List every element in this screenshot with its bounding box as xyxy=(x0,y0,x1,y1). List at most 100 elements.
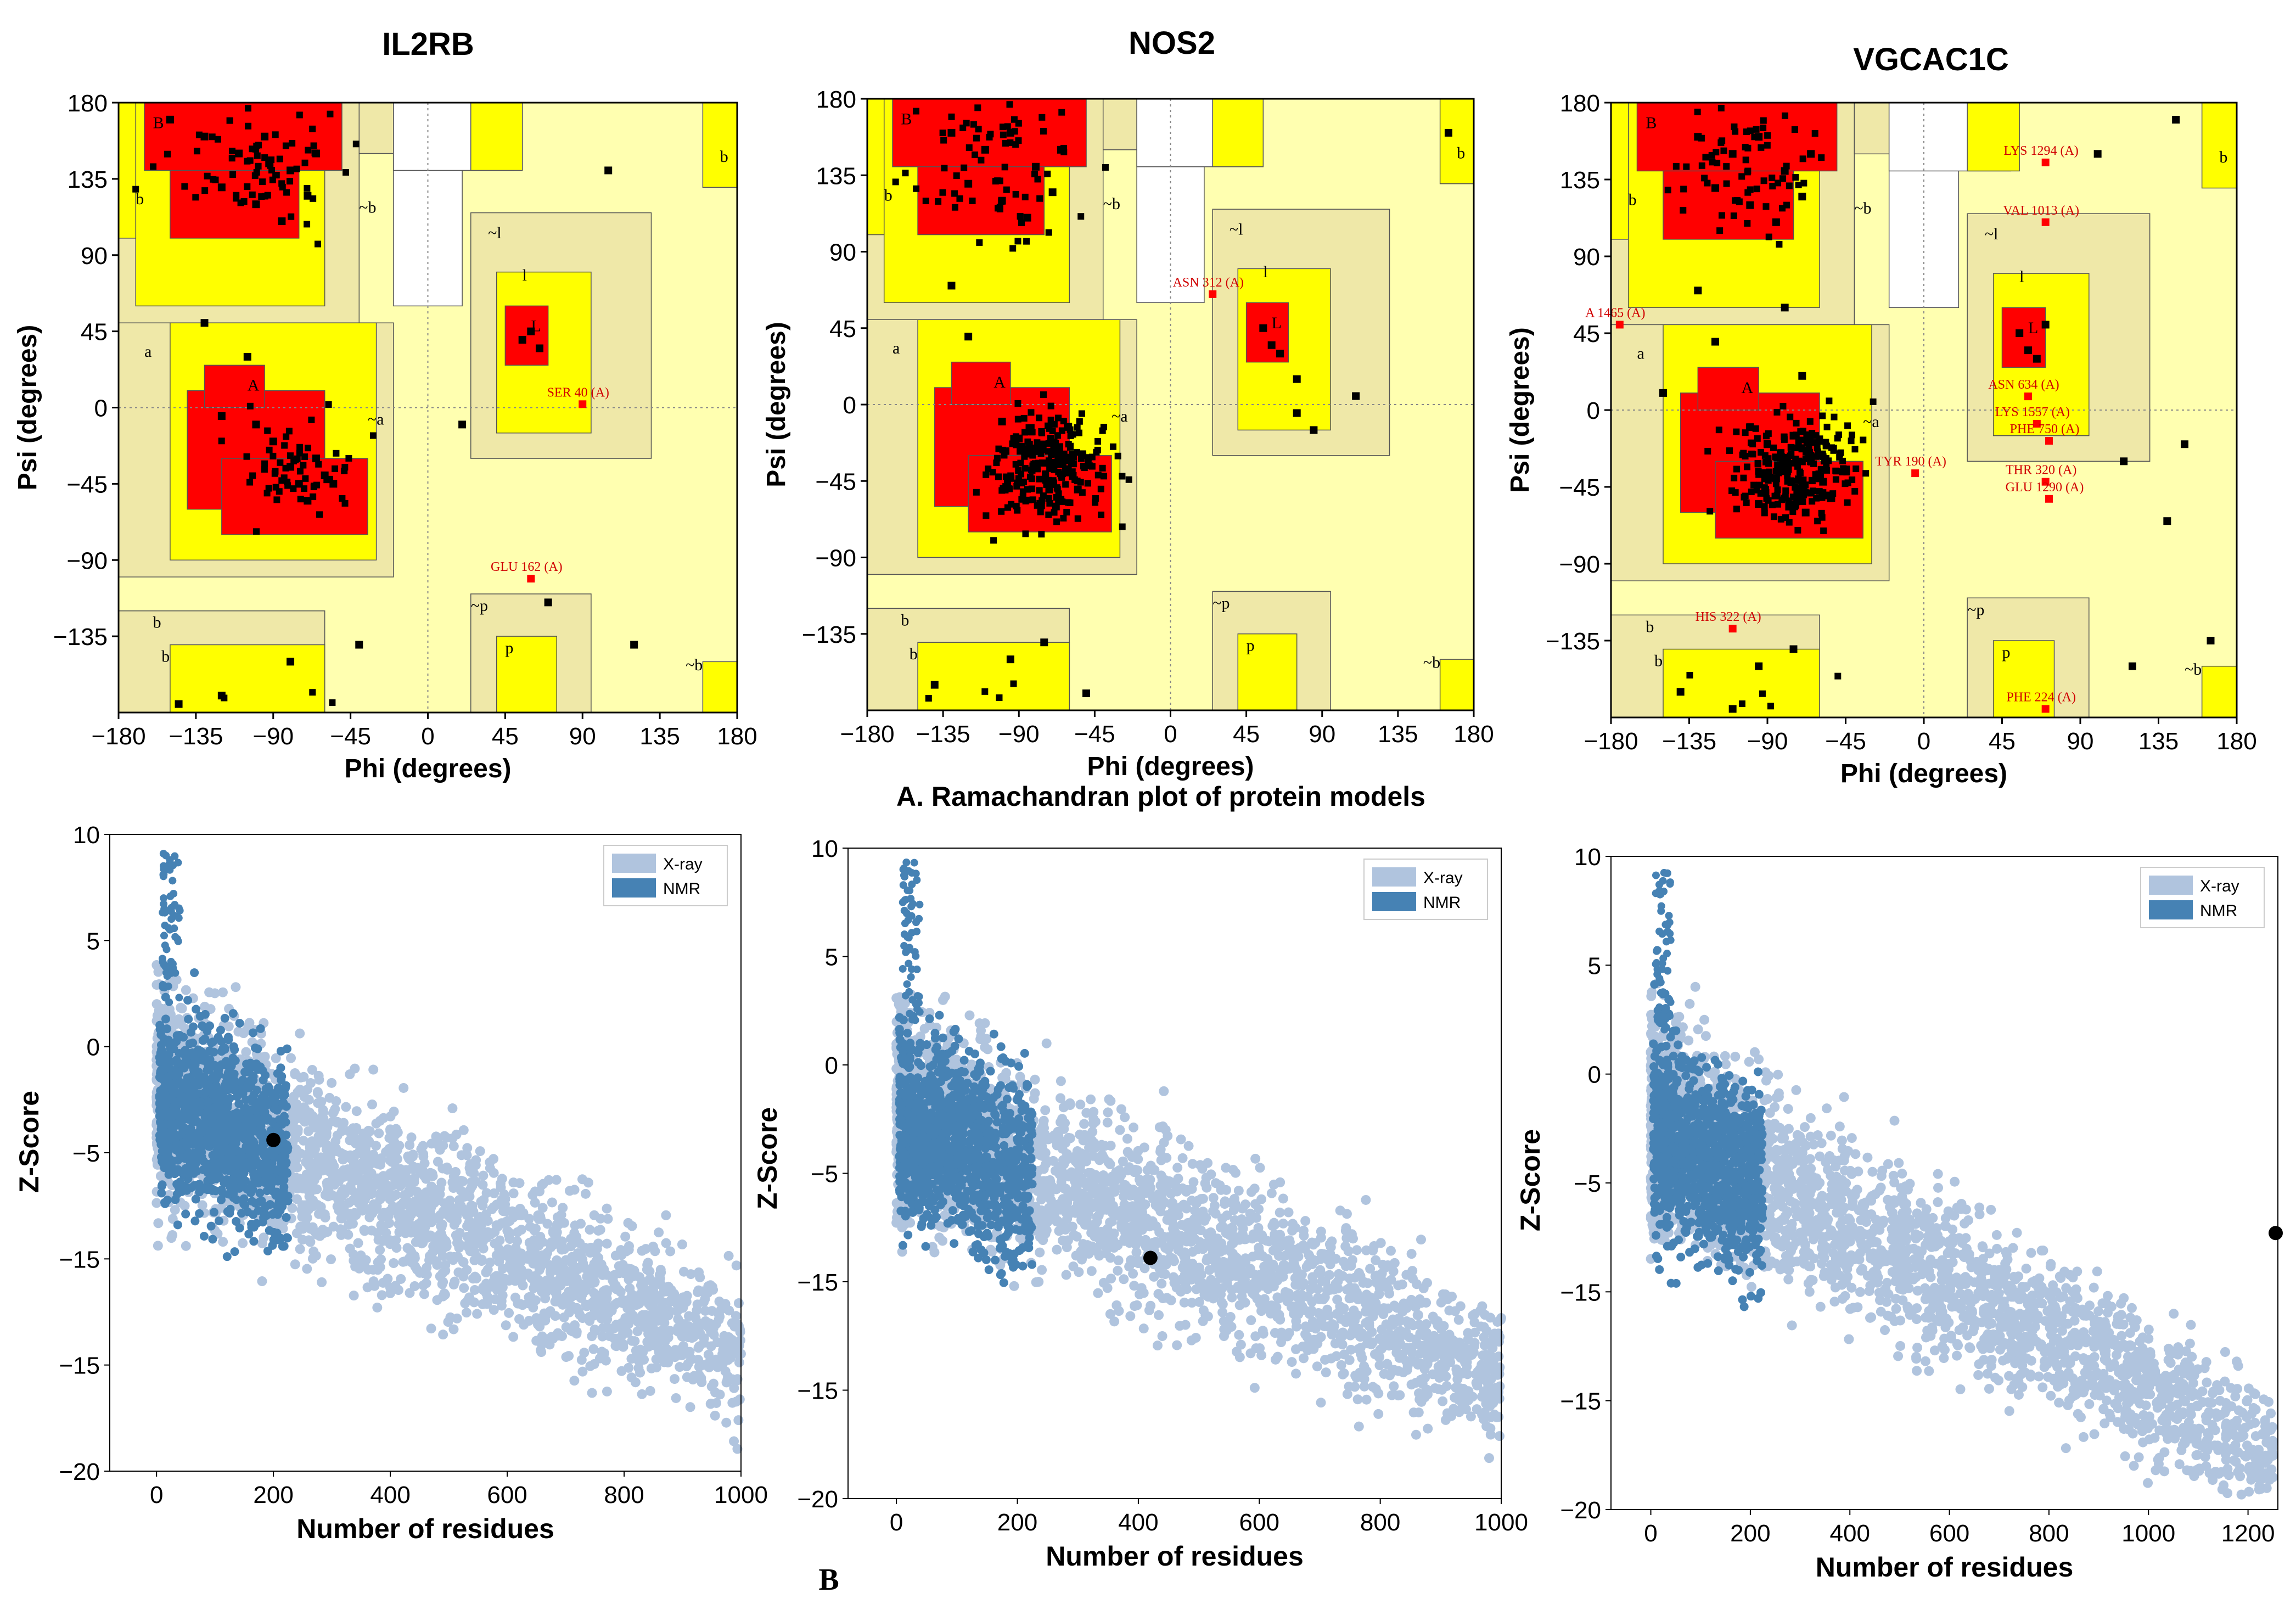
residue-point xyxy=(544,598,552,606)
residue-point xyxy=(1760,125,1766,131)
xray-point xyxy=(151,1198,161,1208)
residue-point xyxy=(998,508,1004,515)
nmr-point xyxy=(199,1036,207,1045)
residue-point xyxy=(2120,457,2127,465)
nmr-point xyxy=(160,932,168,939)
x-tick-label: 200 xyxy=(253,1482,293,1508)
outlier-label: GLU 162 (A) xyxy=(491,560,563,574)
residue-point xyxy=(1022,530,1029,537)
xray-point xyxy=(400,1216,410,1226)
residue-point xyxy=(1259,324,1267,332)
nmr-point xyxy=(215,1216,223,1225)
xray-point xyxy=(682,1372,692,1382)
nmr-point xyxy=(284,1192,293,1201)
residue-point xyxy=(1784,478,1791,485)
xray-point xyxy=(360,1176,370,1186)
residue-point xyxy=(265,192,271,199)
nmr-point xyxy=(279,1182,288,1191)
nmr-point xyxy=(248,1114,256,1123)
residue-point xyxy=(1048,452,1054,458)
xray-point xyxy=(297,1235,307,1244)
x-tick-label: 180 xyxy=(717,723,757,750)
residue-point xyxy=(246,479,253,486)
nmr-point xyxy=(268,1118,277,1126)
xray-point xyxy=(405,1246,415,1255)
xray-point xyxy=(593,1226,603,1236)
xray-point xyxy=(503,1216,513,1226)
nmr-point xyxy=(197,1146,205,1155)
xray-point xyxy=(654,1227,664,1237)
xray-point xyxy=(170,1205,180,1215)
residue-point xyxy=(283,143,289,149)
xray-point xyxy=(632,1348,642,1358)
nmr-point xyxy=(226,1059,234,1068)
xray-point xyxy=(331,1096,341,1106)
nmr-point xyxy=(167,907,175,915)
region-yellow xyxy=(1212,99,1263,167)
xray-point xyxy=(291,1099,301,1109)
xray-point xyxy=(489,1305,499,1315)
xray-point xyxy=(310,1175,319,1185)
outlier-point xyxy=(1729,625,1737,632)
residue-point xyxy=(973,135,980,142)
residue-point xyxy=(604,166,612,174)
residue-point xyxy=(1070,461,1077,467)
residue-point xyxy=(310,493,316,500)
residue-point xyxy=(261,133,268,141)
residue-point xyxy=(1759,691,1766,697)
residue-point xyxy=(1783,163,1790,170)
xray-point xyxy=(686,1269,696,1279)
nmr-point xyxy=(208,1235,217,1243)
xray-point xyxy=(460,1192,470,1202)
xray-point xyxy=(475,1234,485,1244)
region-label: p xyxy=(2002,643,2011,661)
residue-point xyxy=(1293,375,1301,383)
xray-point xyxy=(350,1126,360,1136)
residue-point xyxy=(1276,350,1284,357)
residue-point xyxy=(1816,488,1823,495)
nmr-point xyxy=(222,1175,231,1184)
residue-point xyxy=(1794,460,1800,467)
nmr-point xyxy=(228,1136,237,1145)
nmr-point xyxy=(229,1189,238,1198)
residue-point xyxy=(1709,159,1715,165)
residue-point xyxy=(1764,142,1771,149)
region-label: ~b xyxy=(1854,199,1871,217)
xray-point xyxy=(656,1267,666,1277)
residue-point xyxy=(1733,506,1740,512)
residue-point xyxy=(1694,287,1702,294)
xray-point xyxy=(547,1197,557,1207)
outlier-point xyxy=(579,400,586,408)
residue-point xyxy=(902,170,909,176)
xray-point xyxy=(632,1300,642,1310)
nmr-point xyxy=(165,1170,173,1179)
residue-point xyxy=(953,172,960,179)
x-axis-label: Phi (degrees) xyxy=(1840,759,2007,788)
xray-point xyxy=(557,1245,566,1255)
residue-point xyxy=(1119,524,1126,530)
nmr-point xyxy=(282,1168,291,1177)
xray-point xyxy=(369,1204,379,1214)
residue-point xyxy=(970,121,977,128)
residue-point xyxy=(1843,465,1850,472)
residue-point xyxy=(1761,509,1768,516)
residue-point xyxy=(252,172,259,179)
residue-point xyxy=(244,183,250,190)
residue-point xyxy=(996,694,1002,701)
residue-point xyxy=(1445,129,1452,137)
residue-point xyxy=(1035,446,1041,453)
residue-point xyxy=(983,512,989,519)
xray-point xyxy=(421,1174,431,1184)
residue-point xyxy=(1704,180,1710,187)
y-tick-label: 135 xyxy=(68,166,108,193)
xray-point xyxy=(369,1276,379,1286)
xray-point xyxy=(603,1214,613,1224)
xray-point xyxy=(558,1203,568,1213)
residue-point xyxy=(1748,489,1755,495)
residue-point xyxy=(1293,409,1301,417)
residue-point xyxy=(325,401,332,408)
xray-point xyxy=(300,1108,310,1118)
nmr-point xyxy=(161,963,169,971)
residue-point xyxy=(947,282,955,289)
legend-label-nmr: NMR xyxy=(663,880,700,898)
